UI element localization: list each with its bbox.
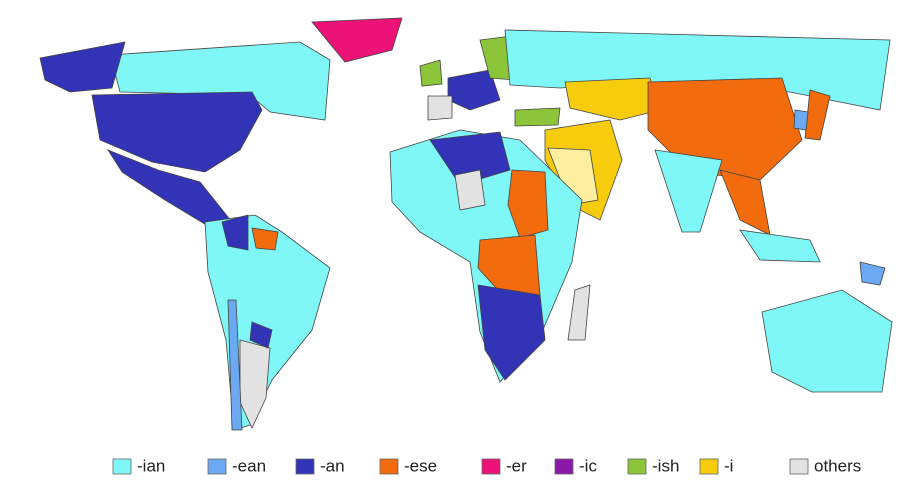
central-asia bbox=[564, 77, 661, 121]
iberia bbox=[427, 95, 453, 121]
alaska bbox=[39, 41, 126, 93]
guianas bbox=[251, 227, 279, 251]
legend-swatch bbox=[789, 458, 809, 475]
chad bbox=[454, 169, 486, 211]
legend-swatch bbox=[699, 458, 719, 475]
venezuela bbox=[221, 214, 249, 251]
legend-label: -ish bbox=[652, 456, 679, 475]
legend-swatch bbox=[481, 458, 501, 475]
legend-label: -ese bbox=[404, 456, 437, 475]
map-land bbox=[39, 17, 893, 431]
indonesia bbox=[739, 229, 821, 263]
legend-swatch bbox=[379, 458, 399, 475]
uk bbox=[419, 59, 443, 87]
canada bbox=[109, 41, 331, 121]
australia bbox=[761, 289, 893, 393]
southeast-asia bbox=[719, 169, 771, 236]
usa bbox=[91, 91, 263, 173]
legend-label: -an bbox=[320, 456, 345, 475]
greenland bbox=[311, 17, 403, 63]
southern-africa bbox=[477, 284, 546, 381]
sudan bbox=[507, 169, 549, 239]
madagascar bbox=[567, 284, 591, 341]
legend-label: -ic bbox=[579, 456, 597, 475]
japan bbox=[804, 89, 831, 141]
chile bbox=[227, 299, 243, 431]
legend-swatch bbox=[295, 458, 315, 475]
paraguay bbox=[249, 321, 273, 349]
legend-swatch bbox=[554, 458, 574, 475]
legend: -ian -ean -an -ese -er -ic -ish -i others bbox=[112, 456, 861, 475]
legend-label: others bbox=[814, 456, 861, 475]
north-africa bbox=[429, 131, 511, 186]
legend-label: -ean bbox=[232, 456, 266, 475]
papua bbox=[859, 261, 886, 286]
turkey bbox=[514, 107, 561, 127]
legend-label: -er bbox=[506, 456, 527, 475]
legend-label: -i bbox=[724, 456, 733, 475]
legend-label: -ian bbox=[137, 456, 165, 475]
legend-swatch bbox=[207, 458, 227, 475]
legend-swatch bbox=[627, 458, 647, 475]
india bbox=[654, 149, 723, 233]
legend-swatch bbox=[112, 458, 132, 475]
korea bbox=[793, 109, 809, 131]
